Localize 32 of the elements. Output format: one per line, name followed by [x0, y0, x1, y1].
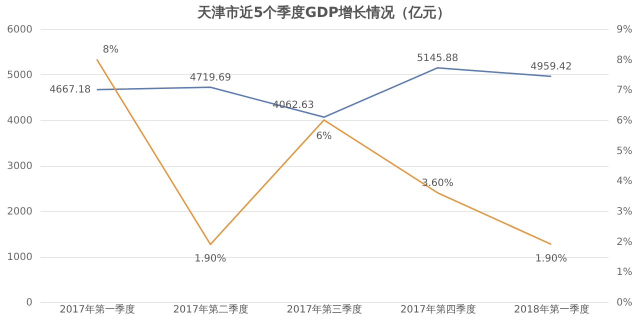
y2-tick-label: 0% [616, 298, 632, 308]
data-label: 4719.69 [190, 72, 232, 84]
y2-tick-label: 7% [616, 85, 632, 96]
y-tick-label: 0 [26, 298, 32, 308]
y2-tick-label: 3% [616, 206, 632, 218]
y2-tick-label: 5% [616, 146, 632, 157]
chart-title: 天津市近5个季度GDP增长情况（亿元） [196, 4, 451, 21]
x-tick-label: 2018年第一季度 [514, 304, 590, 316]
x-tick-label: 2017年第三季度 [286, 304, 362, 316]
y-tick-label: 1000 [7, 252, 32, 263]
data-label: 4959.42 [530, 61, 572, 72]
y2-tick-label: 6% [616, 116, 632, 126]
y2-tick-label: 8% [616, 54, 632, 66]
y-tick-label: 3000 [7, 161, 32, 172]
x-tick-label: 2017年第二季度 [173, 304, 249, 316]
y-tick-label: 4000 [7, 116, 32, 126]
data-label: 3.60% [422, 178, 454, 189]
y-tick-label: 6000 [7, 24, 32, 36]
y-tick-label: 5000 [7, 70, 32, 81]
data-label: 6% [316, 131, 332, 142]
data-label: 1.90% [535, 253, 568, 264]
y2-tick-label: 1% [616, 267, 632, 278]
data-label: 5145.88 [416, 52, 458, 64]
x-tick-label: 2017年第四季度 [400, 304, 476, 316]
data-label: 1.90% [194, 253, 226, 264]
y2-tick-label: 4% [616, 176, 632, 188]
y-tick-label: 2000 [7, 206, 32, 218]
y2-tick-label: 9% [616, 24, 632, 36]
x-tick-label: 2017年第一季度 [60, 304, 136, 316]
y2-tick-label: 2% [616, 236, 632, 248]
data-label: 8% [102, 44, 119, 56]
data-label: 4667.18 [49, 84, 91, 96]
